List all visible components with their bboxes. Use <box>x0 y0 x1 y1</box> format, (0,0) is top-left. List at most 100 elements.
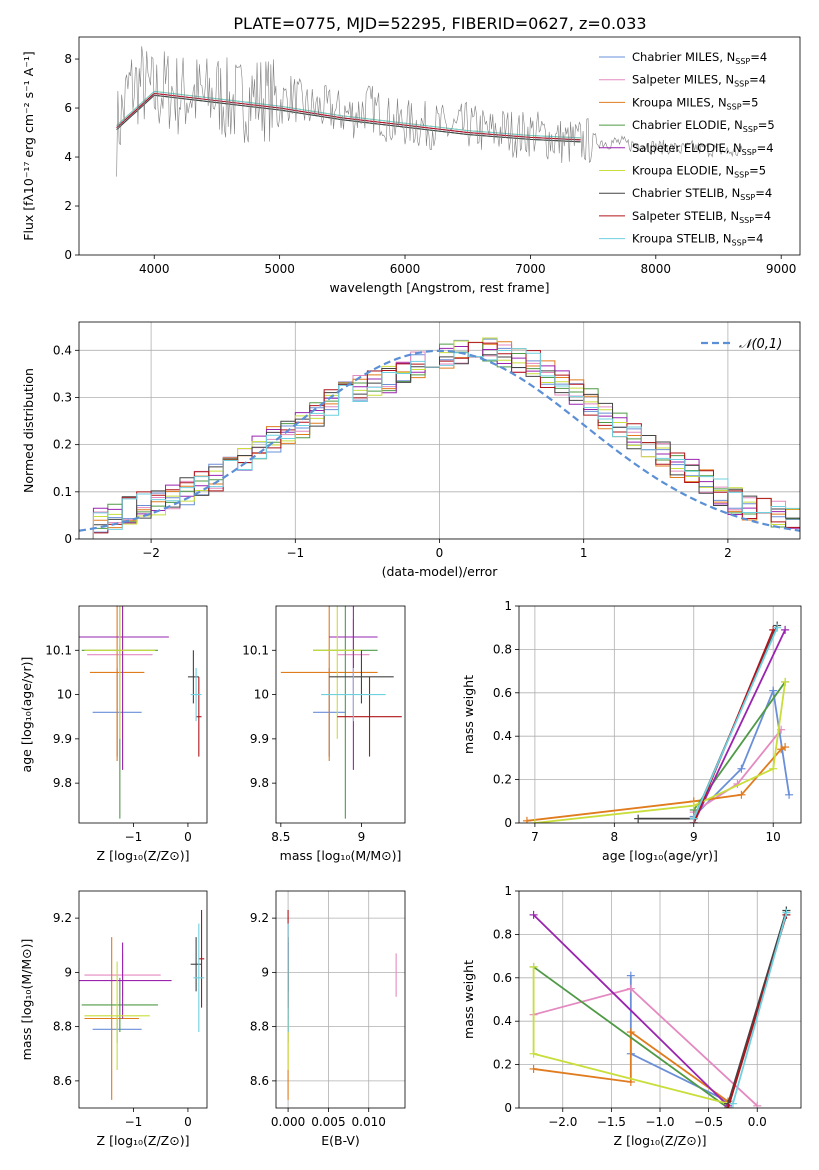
point-marker <box>785 790 794 799</box>
point-marker <box>530 819 539 823</box>
x-axis-label: Z [log₁₀(Z/Z⊙)] <box>97 1133 190 1148</box>
errorbar-point <box>81 977 158 1033</box>
errorbar-point <box>313 606 362 739</box>
point-marker <box>634 814 643 823</box>
errorbar-point <box>84 606 156 739</box>
plot-area <box>276 891 405 1108</box>
chart-residuals: −2 −1 0 1 2 0 0.1 0.2 0.3 0.4 (data-model)/error No… <box>21 321 801 579</box>
y-tick-label: 8 <box>64 52 72 66</box>
point-marker <box>781 677 790 686</box>
histogram-step <box>79 348 800 539</box>
x-tick-label: 0 <box>184 1115 192 1129</box>
legend-entry: Chabrier MILES, NSSP=4 <box>632 50 767 66</box>
x-tick-label: −1 <box>125 830 143 844</box>
x-tick-label: 0.0 <box>748 1115 767 1129</box>
y-tick-label: 8.6 <box>250 1074 269 1088</box>
point-marker <box>529 910 538 919</box>
y-tick-label: 10.1 <box>45 643 72 657</box>
x-axis-label: wavelength [Angstrom, rest frame] <box>329 280 549 295</box>
point-marker <box>626 971 635 980</box>
x-tick-label: 4000 <box>139 262 170 276</box>
point-marker <box>737 764 746 773</box>
y-tick-label: 9.9 <box>250 732 269 746</box>
x-tick-label: 7000 <box>515 262 546 276</box>
x-tick-label: 0 <box>184 830 192 844</box>
y-tick-label: 0.4 <box>493 729 512 743</box>
errorbar-point <box>198 909 205 1008</box>
plot-area <box>79 909 205 1100</box>
point-marker <box>626 984 635 993</box>
x-tick-label: 0.005 <box>311 1115 345 1129</box>
y-tick-label: 0.8 <box>493 642 512 656</box>
figure-title: PLATE=0775, MJD=52295, FIBERID=0627, z=0… <box>233 14 646 33</box>
y-axis-label: age [log₁₀(age/yr)] <box>19 657 34 773</box>
x-tick-label: 0.000 <box>271 1115 305 1129</box>
y-tick-label: 6 <box>64 101 72 115</box>
mass-weight-line <box>692 629 786 823</box>
x-tick-label: 0 <box>436 546 444 560</box>
point-marker <box>753 1101 762 1108</box>
mass-weight-line <box>534 681 787 823</box>
point-marker <box>724 1104 733 1108</box>
gaussian-curve <box>79 349 800 532</box>
y-tick-label: 4 <box>64 150 72 164</box>
chart-mass-weight-vs-z: −2.0 −1.5 −1.0 −0.5 0.0 0 0.2 0.4 0.6 0.8 1 Z [log₁… <box>461 884 802 1148</box>
x-tick-label: 0.010 <box>352 1115 386 1129</box>
axes-frame <box>518 605 802 824</box>
point-marker <box>769 764 778 773</box>
y-tick-label: 9.8 <box>250 776 269 790</box>
point-marker <box>522 816 531 823</box>
chart-age-vs-z: −1 0 9.8 9.9 10 10.1 Z [log₁₀(Z/Z⊙)] age [log₁₀… <box>19 605 208 863</box>
errorbar-point <box>329 650 394 704</box>
errorbar-point <box>329 606 378 770</box>
y-tick-label: 10 <box>254 688 269 702</box>
y-tick-label: 8.6 <box>53 1074 72 1088</box>
errorbar-point <box>79 606 169 770</box>
y-tick-label: 0.8 <box>493 927 512 941</box>
x-tick-label: 6000 <box>390 262 421 276</box>
model-line <box>116 94 581 143</box>
legend: Chabrier MILES, NSSP=4 Salpeter MILES, NS… <box>599 50 775 248</box>
y-tick-label: 0.1 <box>53 485 72 499</box>
axes-frame <box>78 890 208 1109</box>
mass-weight-line <box>693 687 790 818</box>
x-tick-label: −1.5 <box>597 1115 626 1129</box>
point-marker <box>529 1064 538 1073</box>
x-tick-label: −1 <box>286 546 304 560</box>
y-tick-label: 8.8 <box>53 1020 72 1034</box>
x-tick-label: 9 <box>358 830 366 844</box>
plot-area <box>519 891 801 1108</box>
x-axis-label: (data-model)/error <box>382 564 499 579</box>
plot-area <box>79 322 800 539</box>
x-tick-label: 10 <box>766 830 781 844</box>
x-tick-label: 1 <box>580 546 588 560</box>
y-tick-label: 0.6 <box>493 971 512 985</box>
plot-area <box>79 606 202 819</box>
y-tick-label: 9.9 <box>53 732 72 746</box>
axes-frame <box>275 890 406 1109</box>
point-marker <box>781 743 790 752</box>
errorbar-point <box>280 606 378 761</box>
chart-mass-weight-vs-age: 7 8 9 10 0 0.2 0.4 0.6 0.8 1 age [log₁₀(age/yr)] ma… <box>461 599 802 863</box>
x-tick-label: 8.5 <box>271 830 290 844</box>
x-tick-label: −1 <box>125 1115 143 1129</box>
plot-area <box>280 606 402 819</box>
y-tick-label: 9.8 <box>53 776 72 790</box>
mass-weight-line <box>532 914 729 1107</box>
axes-frame <box>275 605 406 824</box>
axes-frame <box>78 605 208 824</box>
y-tick-label: 0.4 <box>493 1014 512 1028</box>
chart-mass-vs-z: −1 0 8.6 8.8 9 9.2 Z [log₁₀(Z/Z⊙)] mass [log₁₀(… <box>19 890 208 1148</box>
x-axis-label: age [log₁₀(age/yr)] <box>602 848 718 863</box>
legend-entry: Chabrier ELODIE, NSSP=5 <box>632 118 775 134</box>
errorbar-point <box>84 961 150 1071</box>
point-marker <box>626 1028 635 1037</box>
point-marker <box>737 790 746 799</box>
x-tick-label: 2 <box>724 546 732 560</box>
axes-frame <box>78 321 801 540</box>
y-tick-label: 0.2 <box>53 438 72 452</box>
legend-entry: Kroupa ELODIE, NSSP=5 <box>632 164 766 180</box>
x-tick-label: −0.5 <box>694 1115 723 1129</box>
y-tick-label: 10.1 <box>242 643 269 657</box>
